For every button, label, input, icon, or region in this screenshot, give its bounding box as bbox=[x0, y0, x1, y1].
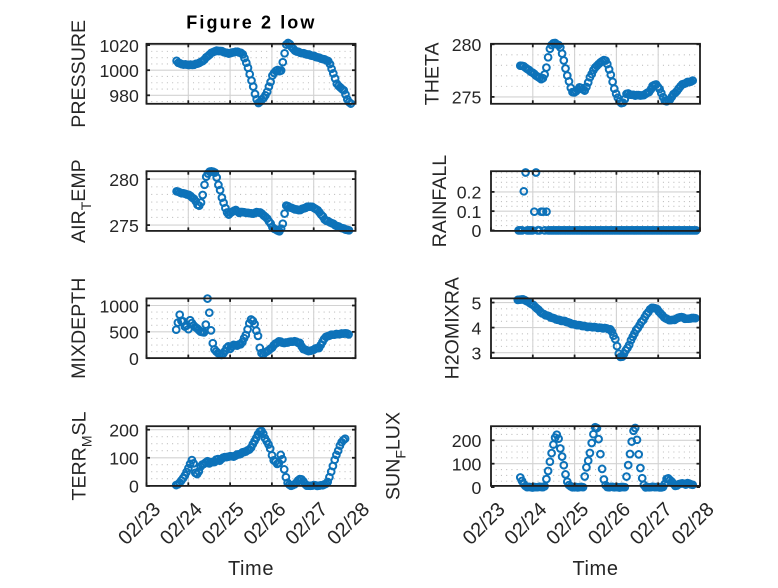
svg-text:H2OMIXRA: H2OMIXRA bbox=[442, 276, 464, 379]
svg-text:THETA: THETA bbox=[422, 41, 444, 105]
svg-text:AIRTEMP: AIRTEMP bbox=[68, 159, 94, 243]
svg-text:100: 100 bbox=[452, 455, 482, 475]
svg-text:0: 0 bbox=[129, 349, 139, 369]
svg-text:1000: 1000 bbox=[99, 296, 139, 316]
svg-text:Figure 2 low: Figure 2 low bbox=[186, 12, 316, 32]
svg-text:0: 0 bbox=[471, 221, 481, 241]
svg-text:TERRMSL: TERRMSL bbox=[69, 411, 95, 500]
svg-text:0.2: 0.2 bbox=[457, 183, 482, 203]
svg-text:1000: 1000 bbox=[99, 61, 139, 81]
svg-text:MIXDEPTH: MIXDEPTH bbox=[68, 278, 90, 379]
svg-text:4: 4 bbox=[471, 318, 481, 338]
svg-text:3: 3 bbox=[471, 343, 481, 363]
svg-text:0: 0 bbox=[471, 478, 481, 498]
svg-text:200: 200 bbox=[452, 431, 482, 451]
svg-text:0.1: 0.1 bbox=[457, 202, 482, 222]
svg-text:Time: Time bbox=[228, 558, 274, 580]
svg-text:1020: 1020 bbox=[99, 36, 139, 56]
svg-text:5: 5 bbox=[471, 293, 481, 313]
svg-text:500: 500 bbox=[109, 323, 139, 343]
svg-text:PRESSURE: PRESSURE bbox=[68, 20, 90, 128]
svg-text:275: 275 bbox=[109, 216, 139, 236]
svg-text:280: 280 bbox=[109, 170, 139, 190]
svg-text:100: 100 bbox=[109, 449, 139, 469]
svg-text:275: 275 bbox=[452, 88, 482, 108]
svg-text:280: 280 bbox=[452, 35, 482, 55]
svg-text:RAINFALL: RAINFALL bbox=[429, 155, 451, 248]
svg-text:Time: Time bbox=[572, 558, 618, 580]
svg-text:0: 0 bbox=[129, 477, 139, 497]
svg-text:200: 200 bbox=[109, 421, 139, 441]
svg-text:980: 980 bbox=[109, 86, 139, 106]
